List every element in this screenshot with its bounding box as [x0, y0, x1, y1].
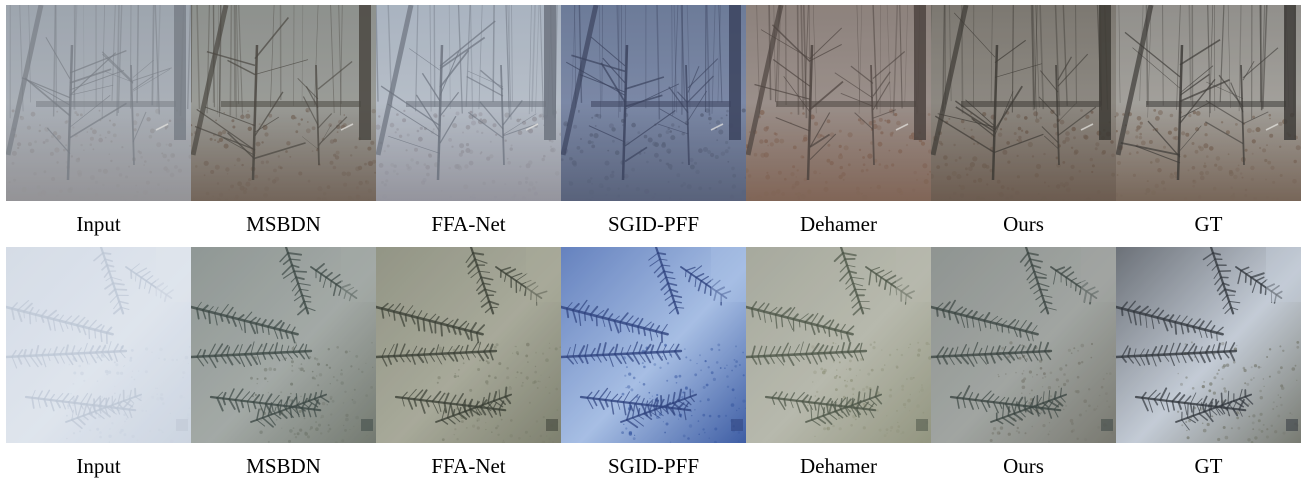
- tile-gt: [1116, 5, 1301, 201]
- image-spruce-ours: [931, 247, 1116, 443]
- caption-dehamer: Dehamer: [746, 201, 931, 247]
- caption-gt: GT: [1116, 201, 1301, 247]
- caption-sgid-pff: SGID-PFF: [561, 443, 746, 489]
- caption-sgid-pff: SGID-PFF: [561, 201, 746, 247]
- tile-ffa-net: [376, 247, 561, 443]
- image-strip: [6, 247, 1302, 443]
- image-forest-sgid-pff: [561, 5, 746, 201]
- figure-row-forest: Input MSBDN FFA-Net SGID-PFF Dehamer Our…: [6, 5, 1302, 247]
- image-forest-ffa-net: [376, 5, 561, 201]
- image-forest-msbdn: [191, 5, 376, 201]
- comparison-figure: Input MSBDN FFA-Net SGID-PFF Dehamer Our…: [6, 5, 1302, 489]
- tile-msbdn: [191, 247, 376, 443]
- image-spruce-input: [6, 247, 191, 443]
- tile-dehamer: [746, 247, 931, 443]
- tile-sgid-pff: [561, 5, 746, 201]
- image-spruce-gt: [1116, 247, 1301, 443]
- image-forest-input: [6, 5, 191, 201]
- image-spruce-msbdn: [191, 247, 376, 443]
- caption-input: Input: [6, 201, 191, 247]
- tile-sgid-pff: [561, 247, 746, 443]
- tile-input: [6, 5, 191, 201]
- caption-ffa-net: FFA-Net: [376, 443, 561, 489]
- caption-msbdn: MSBDN: [191, 443, 376, 489]
- tile-gt: [1116, 247, 1301, 443]
- image-spruce-sgid-pff: [561, 247, 746, 443]
- caption-dehamer: Dehamer: [746, 443, 931, 489]
- caption-ffa-net: FFA-Net: [376, 201, 561, 247]
- tile-input: [6, 247, 191, 443]
- caption-ours: Ours: [931, 443, 1116, 489]
- caption-input: Input: [6, 443, 191, 489]
- caption-gt: GT: [1116, 443, 1301, 489]
- tile-dehamer: [746, 5, 931, 201]
- image-forest-dehamer: [746, 5, 931, 201]
- caption-ours: Ours: [931, 201, 1116, 247]
- tile-ffa-net: [376, 5, 561, 201]
- image-spruce-dehamer: [746, 247, 931, 443]
- caption-msbdn: MSBDN: [191, 201, 376, 247]
- tile-ours: [931, 5, 1116, 201]
- caption-row: Input MSBDN FFA-Net SGID-PFF Dehamer Our…: [6, 201, 1302, 247]
- image-spruce-ffa-net: [376, 247, 561, 443]
- tile-ours: [931, 247, 1116, 443]
- caption-row: Input MSBDN FFA-Net SGID-PFF Dehamer Our…: [6, 443, 1302, 489]
- image-forest-gt: [1116, 5, 1301, 201]
- tile-msbdn: [191, 5, 376, 201]
- image-strip: [6, 5, 1302, 201]
- figure-row-spruce: Input MSBDN FFA-Net SGID-PFF Dehamer Our…: [6, 247, 1302, 489]
- image-forest-ours: [931, 5, 1116, 201]
